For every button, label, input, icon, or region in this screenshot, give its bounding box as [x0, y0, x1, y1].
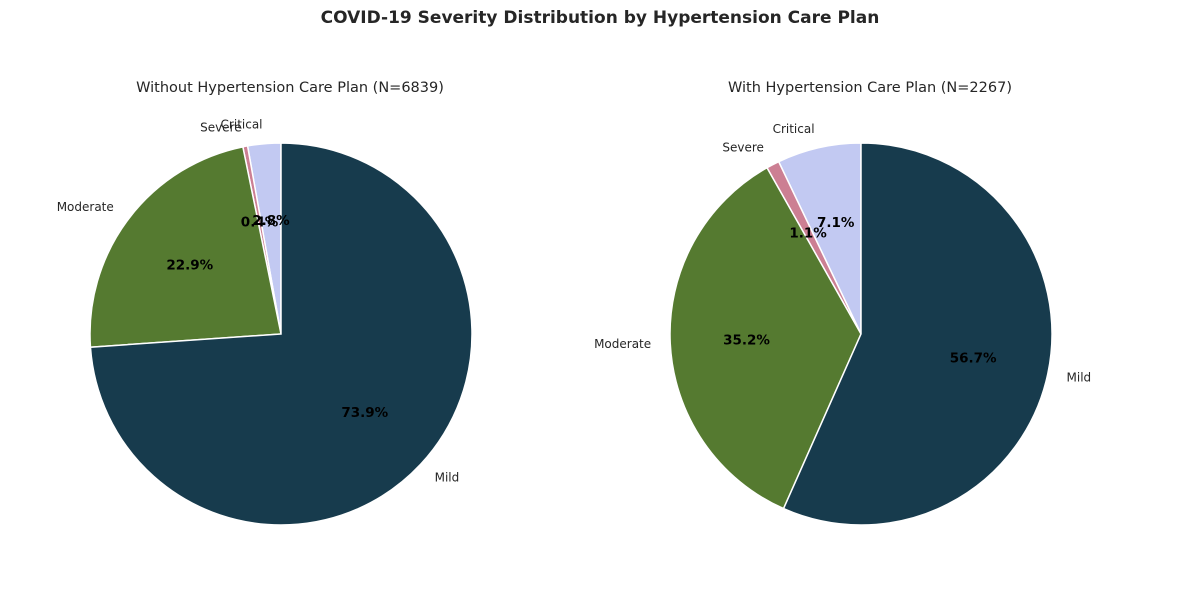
- percent-label: 7.1%: [817, 215, 855, 231]
- category-label: Severe: [200, 121, 242, 135]
- percent-label: 73.9%: [341, 405, 388, 421]
- category-label: Mild: [435, 470, 460, 484]
- category-label: Critical: [773, 122, 815, 136]
- percent-label: 22.9%: [166, 258, 213, 274]
- percent-label: 0.4%: [241, 214, 279, 230]
- pie-chart-with-care-plan: With Hypertension Care Plan (N=2267) Cri…: [580, 70, 1160, 590]
- percent-label: 2.8%: [252, 213, 290, 229]
- category-label: Severe: [722, 141, 764, 155]
- figure-title: COVID-19 Severity Distribution by Hypert…: [320, 8, 880, 28]
- category-label: Moderate: [57, 200, 114, 214]
- percent-label: 56.7%: [950, 351, 997, 367]
- pie-svg: Critical Severe Moderate Mild 7.1%1.1% 35.2% 5…: [594, 122, 1092, 526]
- category-label: Moderate: [594, 337, 651, 351]
- pie-slice-moderate: [669, 166, 862, 510]
- percent-label: 1.1%: [789, 225, 827, 241]
- pie-chart-without-care-plan: Without Hypertension Care Plan (N=6839) …: [0, 70, 580, 590]
- pie-slice-mild: [89, 142, 473, 526]
- category-label: Critical: [221, 118, 263, 132]
- percent-label: 35.2%: [723, 333, 770, 349]
- pie-slice-mild: [782, 142, 1053, 526]
- category-label: Mild: [1067, 371, 1092, 385]
- pie-slice-moderate: [89, 145, 282, 348]
- chart-title: With Hypertension Care Plan (N=2267): [727, 80, 1012, 96]
- chart-title: Without Hypertension Care Plan (N=6839): [136, 80, 444, 96]
